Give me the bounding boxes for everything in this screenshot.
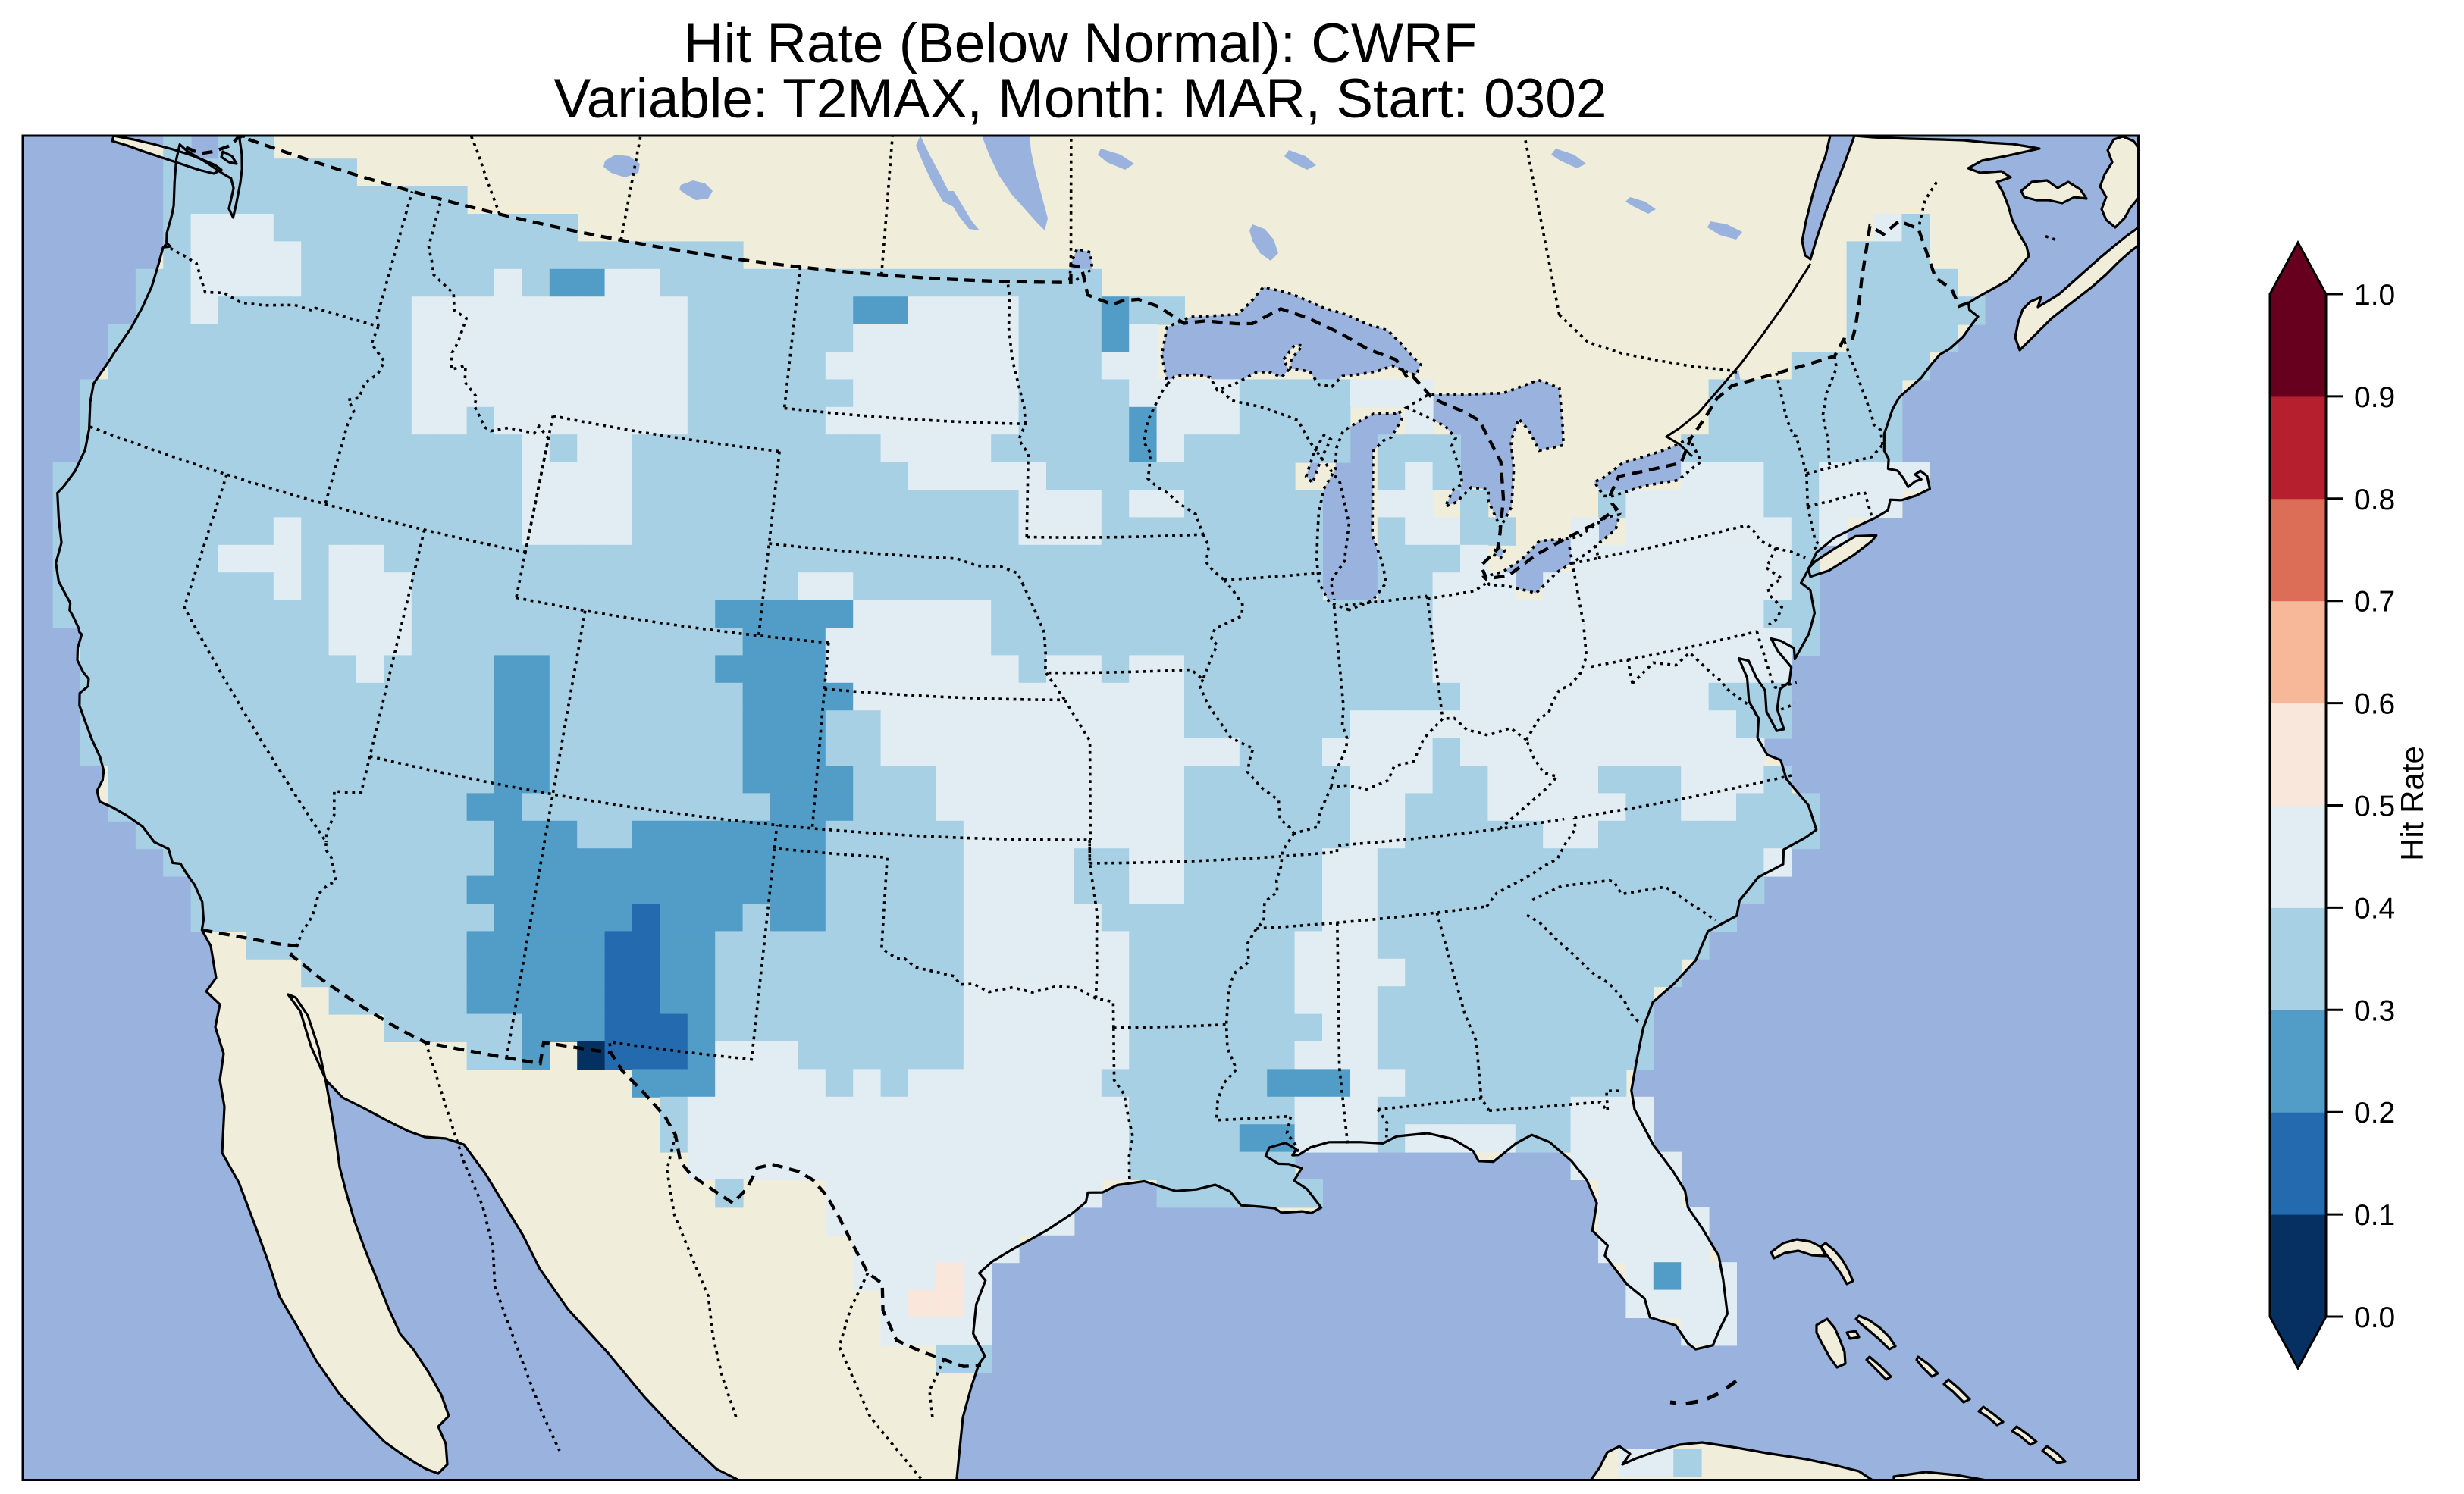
svg-text:Variable: T2MAX, Month: MAR, S: Variable: T2MAX, Month: MAR, Start: 0302 — [554, 68, 1607, 130]
svg-text:1.0: 1.0 — [2354, 279, 2395, 312]
svg-text:0.1: 0.1 — [2354, 1199, 2395, 1232]
svg-text:0.3: 0.3 — [2354, 994, 2395, 1027]
svg-text:0.7: 0.7 — [2354, 586, 2395, 619]
svg-text:0.6: 0.6 — [2354, 688, 2395, 721]
svg-text:Hit Rate: Hit Rate — [2394, 746, 2430, 861]
svg-text:0.5: 0.5 — [2354, 791, 2395, 823]
svg-text:0.8: 0.8 — [2354, 484, 2395, 516]
svg-text:0.2: 0.2 — [2354, 1097, 2395, 1129]
svg-text:0.9: 0.9 — [2354, 381, 2395, 414]
svg-text:Hit Rate (Below Normal): CWRF: Hit Rate (Below Normal): CWRF — [684, 13, 1477, 74]
svg-text:0.0: 0.0 — [2354, 1301, 2395, 1334]
svg-text:0.4: 0.4 — [2354, 892, 2395, 925]
